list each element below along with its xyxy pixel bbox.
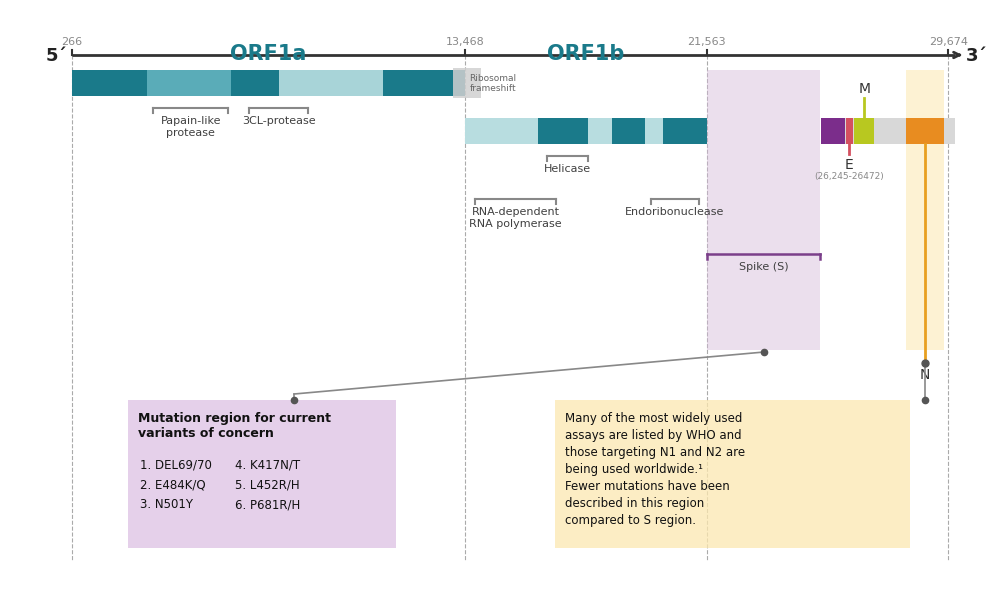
Text: 13,468: 13,468 — [446, 37, 485, 47]
Bar — [854, 118, 874, 144]
Text: RNA-dependent
RNA polymerase: RNA-dependent RNA polymerase — [469, 207, 562, 229]
Bar — [538, 118, 588, 144]
Text: 3CL-protease: 3CL-protease — [242, 116, 315, 126]
Text: (26,245-26472): (26,245-26472) — [815, 172, 884, 181]
Text: ORF1a: ORF1a — [230, 44, 307, 64]
Text: 4. K417N/T: 4. K417N/T — [235, 458, 300, 471]
Text: 3. N501Y: 3. N501Y — [140, 498, 193, 511]
Text: 266: 266 — [61, 37, 83, 47]
Text: Spike (S): Spike (S) — [739, 262, 788, 272]
Bar — [231, 70, 279, 96]
Text: ORF1b: ORF1b — [547, 44, 625, 64]
Text: Mutation region for current
variants of concern: Mutation region for current variants of … — [138, 412, 331, 440]
Bar — [453, 68, 481, 98]
Bar — [279, 70, 383, 96]
Bar — [906, 70, 944, 350]
Bar — [555, 400, 910, 548]
Bar — [612, 118, 645, 144]
Text: 2. E484K/Q: 2. E484K/Q — [140, 478, 206, 491]
Text: Papain-like
protease: Papain-like protease — [160, 116, 221, 137]
Bar — [821, 118, 955, 144]
Bar — [846, 118, 853, 144]
Text: N: N — [920, 368, 930, 382]
Text: 3´: 3´ — [966, 47, 988, 65]
Bar — [821, 118, 845, 144]
Text: 6. P681R/H: 6. P681R/H — [235, 498, 300, 511]
Bar — [906, 118, 944, 144]
Text: M: M — [858, 82, 870, 96]
Text: 5´: 5´ — [45, 47, 67, 65]
Text: Endoribonuclease: Endoribonuclease — [625, 207, 725, 217]
Bar — [147, 70, 231, 96]
Text: Many of the most widely used
assays are listed by WHO and
those targeting N1 and: Many of the most widely used assays are … — [565, 412, 745, 527]
Bar — [128, 400, 396, 548]
Bar — [663, 118, 707, 144]
Bar — [383, 70, 465, 96]
Text: 29,674: 29,674 — [929, 37, 968, 47]
Text: E: E — [845, 158, 854, 172]
Text: 21,563: 21,563 — [687, 37, 726, 47]
Bar — [707, 70, 820, 350]
Bar — [588, 118, 612, 144]
Bar — [645, 118, 663, 144]
Text: 1. DEL69/70: 1. DEL69/70 — [140, 458, 212, 471]
Text: Ribosomal
frameshift: Ribosomal frameshift — [469, 74, 516, 94]
Bar — [465, 118, 538, 144]
Text: 5. L452R/H: 5. L452R/H — [235, 478, 300, 491]
Bar — [72, 70, 147, 96]
Text: Helicase: Helicase — [544, 164, 591, 174]
